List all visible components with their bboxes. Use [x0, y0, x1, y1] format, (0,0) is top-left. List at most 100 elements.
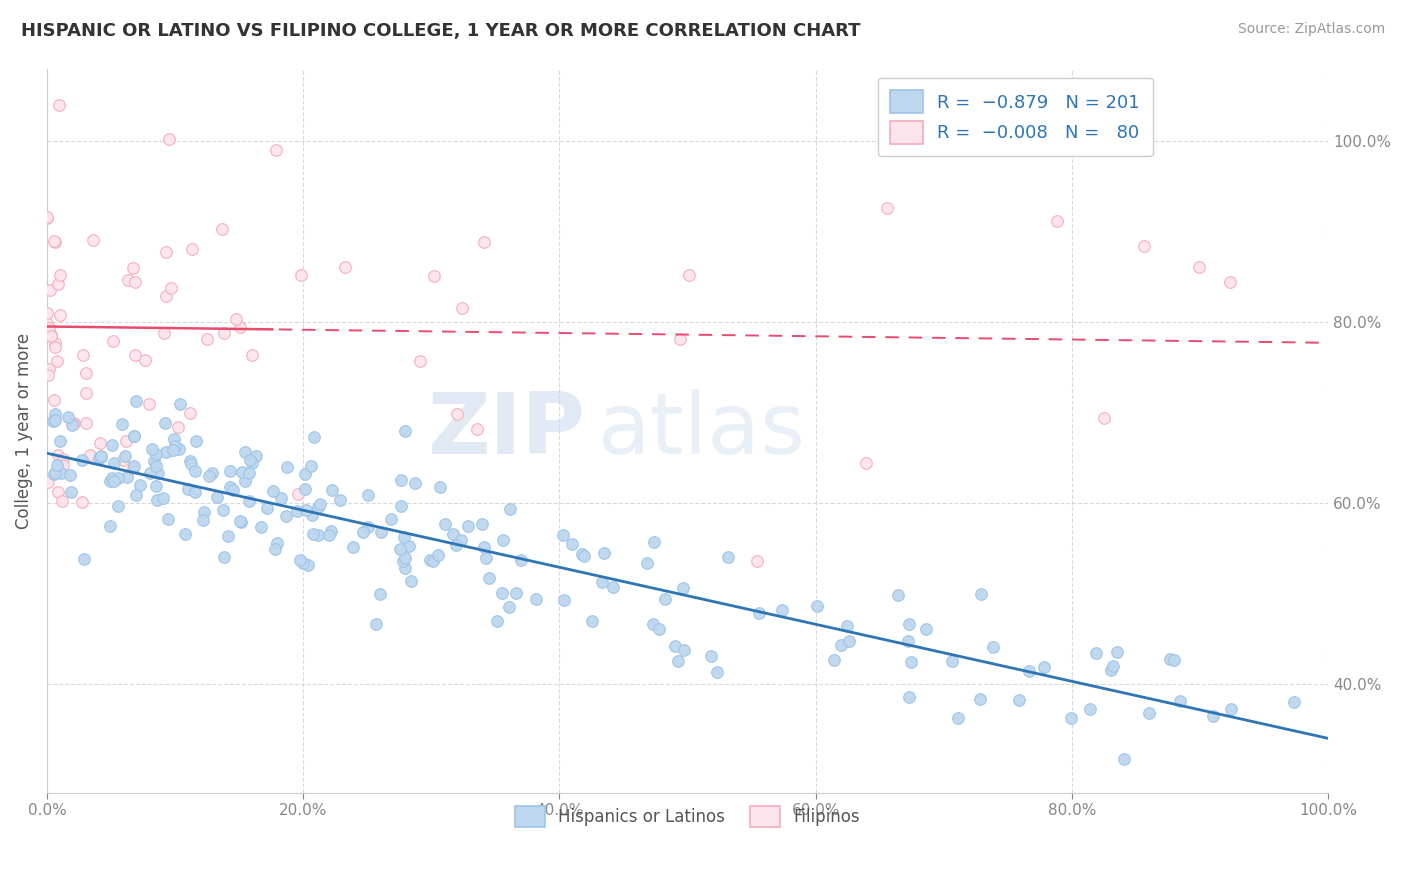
Point	[107, 499, 129, 513]
Point	[276, 509, 298, 524]
Point	[581, 614, 603, 628]
Point	[380, 512, 402, 526]
Point	[498, 599, 520, 614]
Point	[1085, 646, 1108, 660]
Point	[73, 552, 96, 566]
Point	[499, 501, 522, 516]
Point	[824, 653, 846, 667]
Point	[142, 454, 165, 468]
Point	[419, 552, 441, 566]
Point	[593, 546, 616, 560]
Point	[472, 540, 495, 554]
Text: Source: ZipAtlas.com: Source: ZipAtlas.com	[1237, 22, 1385, 37]
Point	[212, 549, 235, 564]
Point	[72, 348, 94, 362]
Point	[270, 491, 292, 505]
Point	[229, 514, 252, 528]
Point	[307, 528, 329, 542]
Point	[59, 468, 82, 483]
Point	[39, 327, 62, 342]
Point	[342, 540, 364, 554]
Point	[672, 581, 695, 595]
Point	[290, 268, 312, 283]
Point	[302, 430, 325, 444]
Point	[134, 353, 156, 368]
Point	[643, 534, 665, 549]
Point	[368, 587, 391, 601]
Point	[299, 459, 322, 474]
Point	[41, 415, 63, 429]
Point	[82, 233, 104, 247]
Point	[457, 518, 479, 533]
Point	[129, 478, 152, 492]
Point	[211, 222, 233, 236]
Point	[122, 429, 145, 443]
Point	[256, 501, 278, 516]
Point	[233, 474, 256, 488]
Point	[1099, 663, 1122, 677]
Point	[876, 201, 898, 215]
Point	[162, 442, 184, 457]
Point	[49, 268, 72, 282]
Point	[157, 131, 180, 145]
Point	[173, 527, 195, 541]
Point	[146, 466, 169, 480]
Point	[139, 466, 162, 480]
Point	[42, 393, 65, 408]
Text: HISPANIC OR LATINO VS FILIPINO COLLEGE, 1 YEAR OR MORE CORRELATION CHART: HISPANIC OR LATINO VS FILIPINO COLLEGE, …	[21, 22, 860, 40]
Point	[89, 435, 111, 450]
Point	[394, 551, 416, 566]
Point	[250, 520, 273, 534]
Point	[1046, 214, 1069, 228]
Point	[886, 588, 908, 602]
Point	[770, 603, 793, 617]
Point	[571, 547, 593, 561]
Point	[44, 407, 66, 421]
Point	[195, 332, 218, 346]
Point	[38, 321, 60, 335]
Point	[668, 654, 690, 668]
Point	[301, 508, 323, 523]
Point	[146, 492, 169, 507]
Point	[485, 614, 508, 628]
Point	[38, 361, 60, 376]
Point	[205, 490, 228, 504]
Point	[591, 574, 613, 589]
Point	[155, 416, 177, 430]
Point	[214, 326, 236, 341]
Point	[1133, 239, 1156, 253]
Point	[1112, 752, 1135, 766]
Point	[145, 447, 167, 461]
Point	[44, 340, 66, 354]
Point	[509, 553, 531, 567]
Point	[898, 690, 921, 705]
Point	[62, 417, 84, 432]
Point	[1008, 693, 1031, 707]
Point	[35, 211, 58, 225]
Point	[295, 503, 318, 517]
Point	[56, 410, 79, 425]
Point	[1284, 695, 1306, 709]
Point	[217, 529, 239, 543]
Point	[357, 520, 380, 534]
Point	[122, 461, 145, 475]
Point	[364, 616, 387, 631]
Point	[429, 479, 451, 493]
Point	[441, 527, 464, 541]
Point	[294, 467, 316, 481]
Point	[160, 281, 183, 295]
Point	[388, 541, 411, 556]
Point	[124, 348, 146, 362]
Point	[287, 486, 309, 500]
Point	[747, 554, 769, 568]
Point	[107, 471, 129, 485]
Point	[352, 524, 374, 539]
Point	[211, 503, 233, 517]
Point	[197, 469, 219, 483]
Y-axis label: College, 1 year or more: College, 1 year or more	[15, 333, 32, 529]
Point	[433, 516, 456, 531]
Point	[643, 616, 665, 631]
Point	[179, 454, 201, 468]
Point	[145, 479, 167, 493]
Text: ZIP: ZIP	[427, 389, 585, 472]
